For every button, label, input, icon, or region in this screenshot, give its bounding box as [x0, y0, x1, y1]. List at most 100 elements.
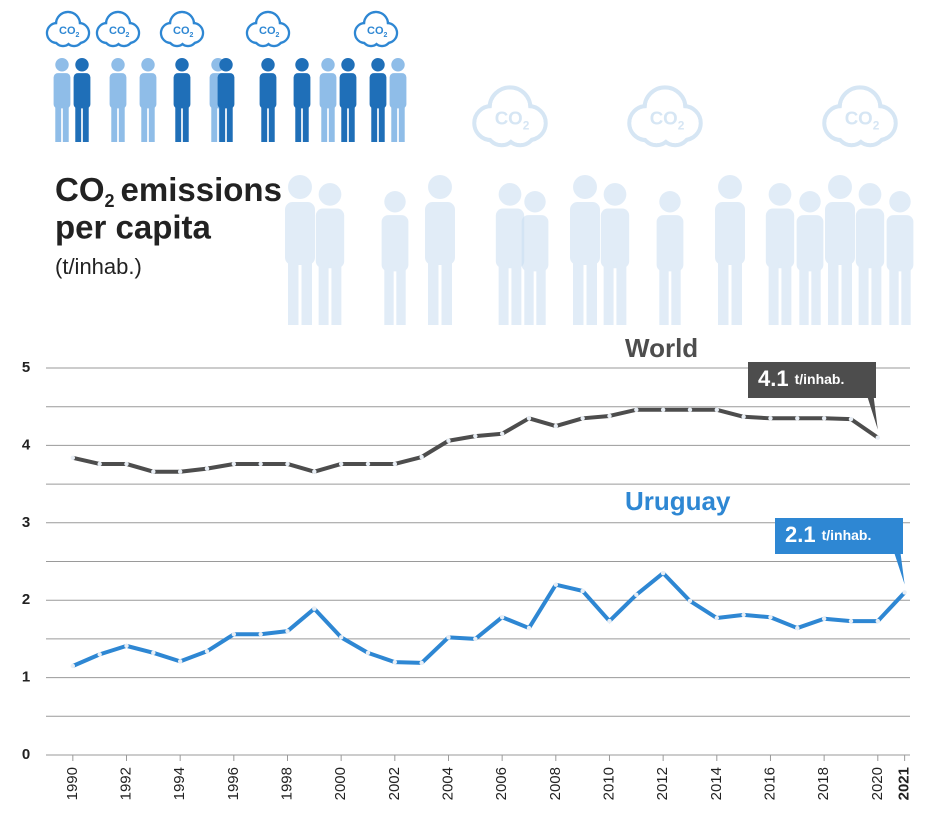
- person-head: [321, 58, 334, 71]
- person-icon: [496, 183, 524, 325]
- co2-cloud: CO2: [97, 12, 139, 46]
- data-point: [366, 651, 370, 655]
- person-body: [825, 202, 855, 265]
- person-body: [856, 209, 884, 269]
- person-body: [570, 202, 600, 265]
- data-point: [795, 626, 799, 630]
- person-leg: [319, 261, 329, 325]
- chart-title: per capita: [55, 209, 212, 246]
- person-leg: [604, 261, 614, 325]
- title-text: CO: [55, 171, 105, 208]
- person-leg: [671, 265, 680, 325]
- data-point: [876, 619, 880, 623]
- person-head: [288, 175, 312, 199]
- person-icon: [320, 58, 337, 142]
- data-point: [339, 462, 343, 466]
- person-leg: [183, 104, 189, 142]
- person-icon: [715, 175, 745, 325]
- person-icon: [797, 191, 824, 325]
- data-point: [607, 414, 611, 418]
- person-icon: [174, 58, 191, 142]
- person-body: [110, 73, 127, 108]
- callout-value: 4.1: [758, 366, 789, 391]
- cloud-text: CO: [845, 108, 873, 129]
- co2-cloud: CO2: [355, 12, 397, 46]
- person-leg: [781, 261, 791, 325]
- series-label: Uruguay: [625, 486, 731, 516]
- person-leg: [303, 104, 309, 142]
- person-head: [341, 58, 354, 71]
- person-head: [261, 58, 274, 71]
- data-point: [715, 616, 719, 620]
- cloud-text: CO: [367, 25, 384, 37]
- x-tick-label: 1996: [225, 767, 242, 800]
- person-body: [316, 209, 344, 269]
- person-leg: [63, 104, 69, 142]
- data-point: [285, 462, 289, 466]
- x-tick-label: 2000: [332, 767, 349, 800]
- person-body: [382, 215, 409, 271]
- person-leg: [799, 265, 808, 325]
- person-leg: [859, 261, 869, 325]
- data-point: [151, 470, 155, 474]
- x-tick-label: 2014: [708, 767, 725, 800]
- data-point: [178, 470, 182, 474]
- person-head: [75, 58, 88, 71]
- data-point: [151, 651, 155, 655]
- person-body: [340, 73, 357, 108]
- cloud-text: CO: [650, 108, 678, 129]
- person-body: [601, 209, 629, 269]
- co2-cloud: CO2: [161, 12, 203, 46]
- person-icon: [140, 58, 157, 142]
- x-tick-label: 1998: [278, 767, 295, 800]
- person-head: [384, 191, 405, 212]
- person-head: [799, 191, 820, 212]
- series-label: World: [625, 333, 698, 363]
- data-point: [205, 466, 209, 470]
- person-leg: [371, 104, 377, 142]
- data-point: [446, 439, 450, 443]
- cloud-subscript: 2: [190, 32, 194, 39]
- person-leg: [149, 104, 155, 142]
- person-head: [391, 58, 404, 71]
- person-leg: [428, 258, 439, 326]
- data-point: [580, 589, 584, 593]
- data-point: [768, 416, 772, 420]
- x-tick-label: 2004: [439, 767, 456, 800]
- person-icon: [766, 183, 794, 325]
- person-leg: [331, 261, 341, 325]
- data-point: [822, 617, 826, 621]
- x-tick-label: 2018: [815, 767, 832, 800]
- cloud-text: CO: [173, 25, 190, 37]
- person-leg: [55, 104, 61, 142]
- data-point: [876, 435, 880, 439]
- data-point: [768, 615, 772, 619]
- person-leg: [295, 104, 301, 142]
- person-leg: [227, 104, 233, 142]
- x-tick-label: 2010: [600, 767, 617, 800]
- callout-value: 2.1: [785, 522, 816, 547]
- person-head: [718, 175, 742, 199]
- person-icon: [74, 58, 91, 142]
- data-point: [715, 408, 719, 412]
- person-leg: [524, 265, 533, 325]
- person-icon: [522, 191, 549, 325]
- person-leg: [442, 258, 453, 326]
- x-tick-label: 2012: [654, 767, 671, 800]
- callout-unit: t/inhab.: [795, 371, 845, 387]
- person-body: [522, 215, 549, 271]
- person-leg: [261, 104, 267, 142]
- person-leg: [536, 265, 545, 325]
- series-line: [73, 410, 878, 472]
- x-tick-label: 2002: [386, 767, 403, 800]
- person-body: [496, 209, 524, 269]
- data-point: [232, 462, 236, 466]
- x-tick-label: 1994: [171, 767, 188, 800]
- title-text: emissions: [121, 171, 282, 208]
- cloud-subscript: 2: [126, 32, 130, 39]
- data-point: [554, 583, 558, 587]
- person-leg: [75, 104, 81, 142]
- person-icon: [54, 58, 71, 142]
